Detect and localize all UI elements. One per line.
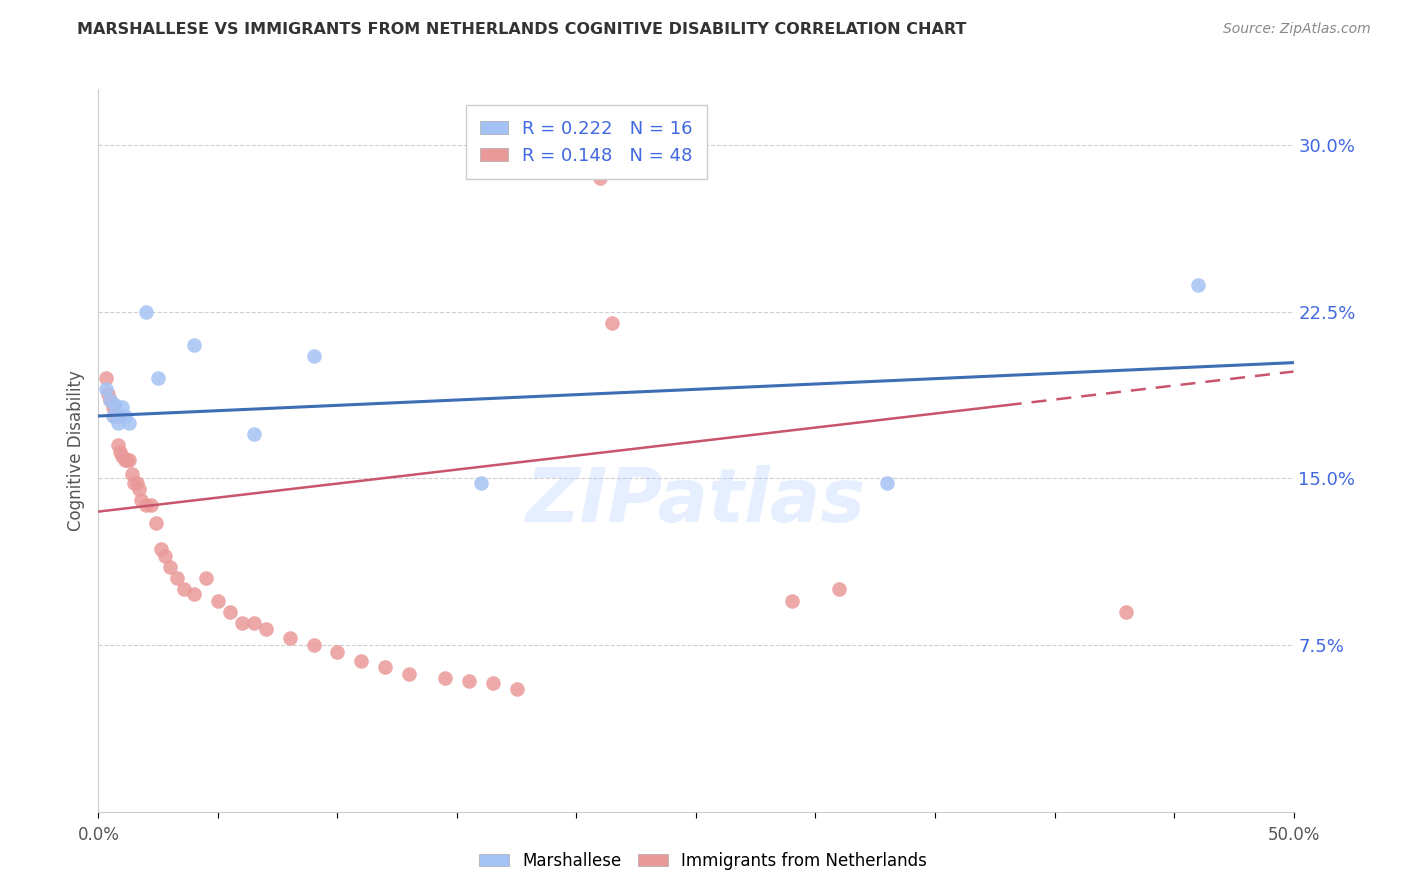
Point xyxy=(278,632,301,646)
Legend: Marshallese, Immigrants from Netherlands: Marshallese, Immigrants from Netherlands xyxy=(472,846,934,877)
Point xyxy=(828,582,851,597)
Point xyxy=(434,671,457,685)
Point xyxy=(124,475,146,490)
Point xyxy=(374,660,396,674)
Point xyxy=(302,638,325,652)
Text: Source: ZipAtlas.com: Source: ZipAtlas.com xyxy=(1223,22,1371,37)
Point xyxy=(541,160,564,174)
Point xyxy=(1187,277,1209,292)
Point xyxy=(481,675,505,690)
Point xyxy=(183,587,205,601)
Point xyxy=(94,371,117,385)
Point xyxy=(101,409,124,423)
Point xyxy=(118,453,141,467)
Point xyxy=(231,615,253,630)
Y-axis label: Cognitive Disability: Cognitive Disability xyxy=(66,370,84,531)
Point xyxy=(135,498,157,512)
Point xyxy=(780,593,803,607)
Point xyxy=(108,444,131,458)
Point xyxy=(104,409,127,423)
Point xyxy=(398,666,420,681)
Point xyxy=(149,542,172,557)
Point xyxy=(101,400,124,414)
Point xyxy=(506,682,529,697)
Point xyxy=(107,438,129,452)
Point xyxy=(183,338,205,352)
Point xyxy=(243,615,266,630)
Point xyxy=(458,673,481,688)
Point xyxy=(131,493,153,508)
Point xyxy=(98,393,122,408)
Point xyxy=(98,393,122,408)
Point xyxy=(104,398,127,412)
Point xyxy=(350,654,373,668)
Point xyxy=(148,371,170,385)
Point xyxy=(876,475,898,490)
Point xyxy=(602,316,624,330)
Point xyxy=(97,386,120,401)
Point xyxy=(155,549,177,563)
Point xyxy=(173,582,195,597)
Point xyxy=(135,304,157,318)
Point xyxy=(115,453,138,467)
Text: MARSHALLESE VS IMMIGRANTS FROM NETHERLANDS COGNITIVE DISABILITY CORRELATION CHAR: MARSHALLESE VS IMMIGRANTS FROM NETHERLAN… xyxy=(77,22,967,37)
Point xyxy=(128,483,150,497)
Point xyxy=(111,400,134,414)
Legend: R = 0.222   N = 16, R = 0.148   N = 48: R = 0.222 N = 16, R = 0.148 N = 48 xyxy=(465,105,707,179)
Point xyxy=(1115,605,1137,619)
Point xyxy=(114,409,136,423)
Point xyxy=(111,449,134,463)
Point xyxy=(94,382,117,396)
Point xyxy=(166,571,188,585)
Text: ZIPatlas: ZIPatlas xyxy=(526,465,866,538)
Point xyxy=(121,467,143,481)
Point xyxy=(107,409,129,423)
Point xyxy=(145,516,167,530)
Point xyxy=(243,426,266,441)
Point xyxy=(125,475,148,490)
Point xyxy=(195,571,218,585)
Point xyxy=(254,623,277,637)
Point xyxy=(159,560,181,574)
Point xyxy=(219,605,242,619)
Point xyxy=(118,416,141,430)
Point xyxy=(114,453,136,467)
Point xyxy=(589,171,612,186)
Point xyxy=(207,593,229,607)
Point xyxy=(326,645,349,659)
Point xyxy=(107,416,129,430)
Point xyxy=(139,498,162,512)
Point xyxy=(302,349,325,363)
Point xyxy=(470,475,492,490)
